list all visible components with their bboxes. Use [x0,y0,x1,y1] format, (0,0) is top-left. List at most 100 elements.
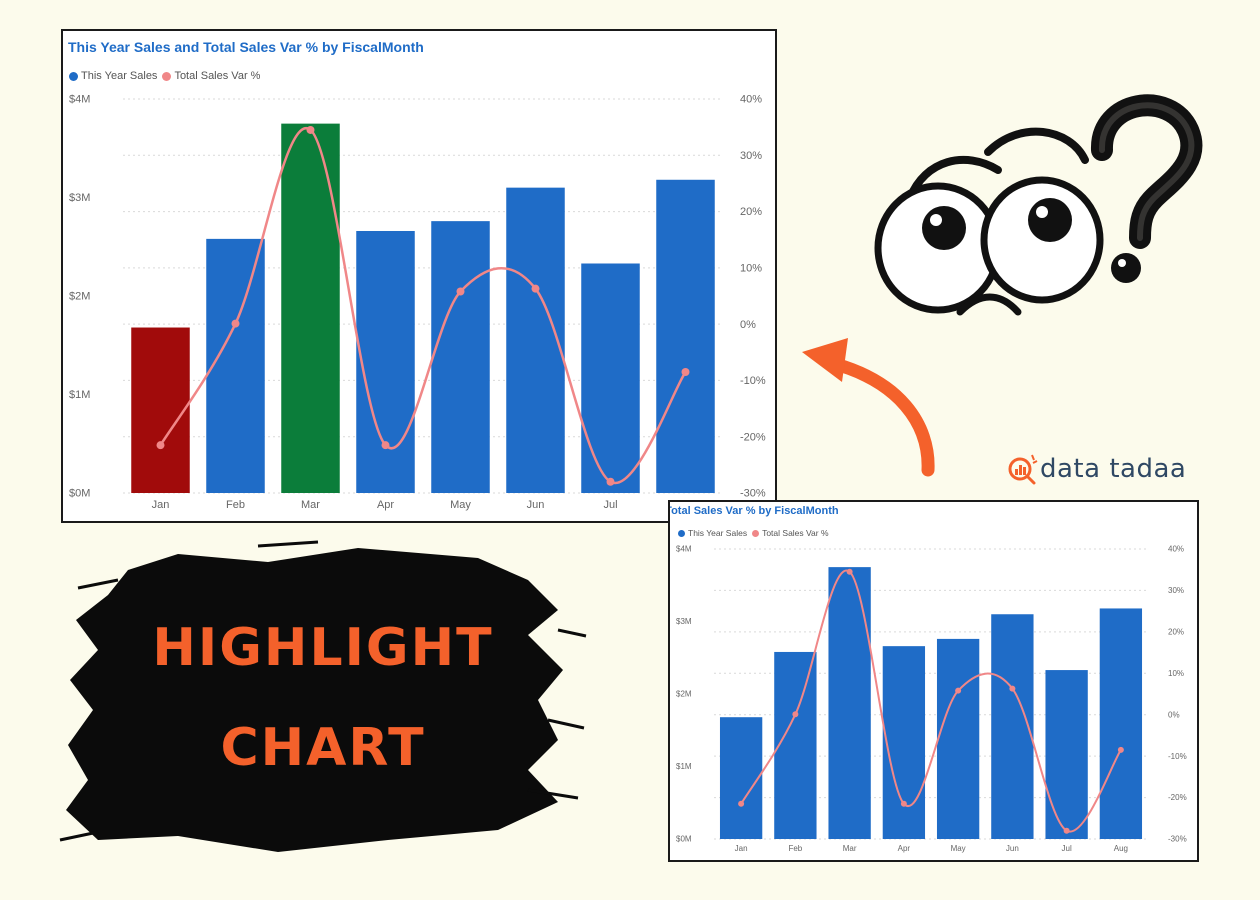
x-axis-tick-label: Feb [788,844,802,853]
var-line [159,126,687,485]
right-axis-tick-label: 40% [740,94,762,106]
x-axis-tick-label: Jan [152,499,170,511]
right-axis-tick-label: 20% [1168,628,1184,637]
chart-plot-area: -30% -20% -10% 0% 10% 20% 30% 40% $0M $1M $2M $3M $4… [676,545,1187,853]
bar-jan [719,717,763,839]
var-point-aug [1117,746,1124,753]
legend-item-var: Total Sales Var % [752,528,829,538]
bar-feb [774,651,817,839]
legend-label-var: Total Sales Var % [174,70,261,82]
bar-aug [1099,608,1143,839]
x-axis-tick-label: May [450,499,471,511]
bar-jun [506,187,565,493]
legend-dot-sales [69,71,78,81]
x-axis-tick-label: Aug [1114,844,1128,853]
bar-jul [581,263,640,493]
right-axis-tick-label: 10% [740,263,762,275]
legend-label-var: Total Sales Var % [762,528,829,538]
x-axis-tick-label: Mar [843,844,857,853]
var-point-jul [606,477,615,486]
bar-feb [206,238,265,493]
confused-face-icon [874,94,1203,316]
brand-name: data tadaa [1040,454,1187,484]
left-axis-tick-label: $1M [69,389,90,401]
x-axis-tick-label: May [951,844,966,853]
legend-dot-sales [678,529,685,537]
chart-title: This Year Sales and Total Sales Var % by… [68,39,424,55]
x-axis-tick-label: Mar [301,499,320,511]
chart-title: This Year Sales and Total Sales Var % by… [670,505,839,517]
right-axis-tick-label: -30% [740,488,766,500]
x-axis-tick-label: Feb [226,499,245,511]
brand-logo: data tadaa [1004,451,1186,487]
bar-jul [1045,670,1088,839]
var-point-mar [306,125,315,134]
x-axis-tick-label: Jun [1006,844,1019,853]
var-point-feb [231,319,240,328]
x-axis-tick-label: Jan [735,844,748,853]
highlighted-chart: This Year Sales and Total Sales Var % by… [61,29,777,523]
chart-plot-area: -30% -20% -10% 0% 10% 20% 30% 40% $0M $1M $2M $3M $4… [69,94,766,511]
left-axis-tick-label: $2M [69,291,90,303]
bar-apr [882,646,926,839]
var-point-apr [381,441,390,450]
data-tadaa-logo-icon [1008,454,1038,485]
highlight-title-line-1: HIGHLIGHT [152,618,494,678]
left-axis-tick-label: $3M [69,192,90,204]
right-axis-tick-label: 30% [740,150,762,162]
right-axis-tick-label: 20% [740,206,762,218]
var-point-aug [681,367,690,376]
brush-stroke-icon [59,540,587,852]
chart-legend: This Year Sales Total Sales Var % [69,70,265,82]
left-axis-tick-label: $0M [69,488,90,500]
legend-item-sales: This Year Sales [678,528,747,538]
curved-arrow-icon [802,338,935,477]
var-point-apr [900,800,907,807]
right-axis-tick-label: -10% [740,375,766,387]
legend-dot-var [752,529,760,537]
right-axis-tick-label: 0% [1168,710,1180,719]
var-point-jan [738,800,745,807]
left-axis-tick-label: $4M [676,545,692,554]
bar-jan [131,327,190,493]
x-axis-tick-label: Jun [527,499,545,511]
left-axis-tick-label: $3M [676,617,692,626]
bar-may [936,638,980,839]
var-line [740,569,1122,833]
x-axis-tick-label: Jul [603,499,617,511]
right-axis-tick-label: -20% [740,431,766,443]
var-point-jul [1063,827,1070,834]
right-axis-tick-label: 10% [1168,669,1184,678]
highlight-banner: HIGHLIGHT CHART [58,540,588,860]
right-axis-tick-label: -10% [1168,752,1187,761]
x-axis-tick-label: Jul [1062,844,1072,853]
var-point-jun [531,284,540,293]
highlight-title-line-2: CHART [220,718,426,778]
var-point-may [456,287,465,296]
left-axis-tick-label: $0M [676,835,692,844]
legend-item-sales: This Year Sales [69,70,157,82]
legend-label-sales: This Year Sales [81,70,158,82]
var-point-mar [846,568,853,575]
legend-dot-var [162,71,172,81]
right-axis-tick-label: 40% [1168,545,1184,554]
x-axis-tick-label: Apr [377,499,394,511]
chart-legend: This Year Sales Total Sales Var % [678,528,834,538]
bar-may [431,221,490,493]
x-axis-tick-label: Apr [898,844,911,853]
right-axis-tick-label: 30% [1168,586,1184,595]
bar-aug [656,179,715,493]
default-chart: This Year Sales and Total Sales Var % by… [668,500,1199,862]
var-point-may [955,687,962,694]
left-axis-tick-label: $4M [69,94,90,106]
bar-jun [991,614,1034,839]
right-axis-tick-label: -30% [1168,835,1187,844]
left-axis-tick-label: $2M [676,690,692,699]
right-axis-tick-label: -20% [1168,793,1187,802]
legend-item-var: Total Sales Var % [162,70,260,82]
bar-mar [281,123,340,493]
right-axis-tick-label: 0% [740,319,756,331]
var-point-jun [1009,685,1016,692]
var-point-jan [156,441,165,450]
bar-mar [828,567,871,839]
